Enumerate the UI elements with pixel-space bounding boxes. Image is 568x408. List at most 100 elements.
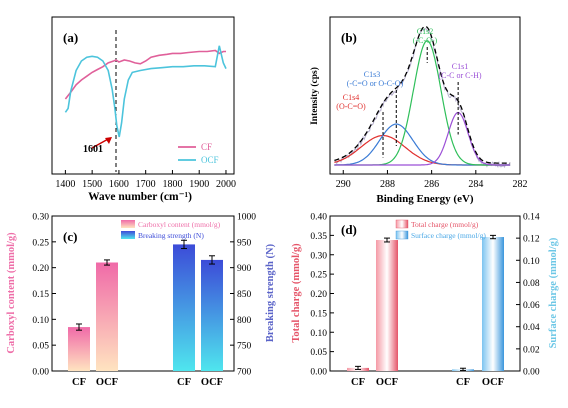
legend-surface-swatch	[395, 230, 409, 240]
panel-d-left-axis-label: Total charge (mmol/g)	[291, 243, 302, 343]
panel-a-x-ticks: 1400 1500 1600 1700 1800 1900 2000	[55, 170, 236, 190]
category-label: CF	[456, 377, 470, 388]
right-axis-tick-label: 0.04	[523, 323, 540, 333]
panel-d-right-axis-label: Surface charge (mmol/g)	[548, 237, 559, 348]
right-axis-tick-label: 0.02	[523, 345, 540, 355]
panel-a-x-tick-label: 1600	[109, 179, 129, 190]
peak-c1s2-name: C1s2	[417, 27, 433, 36]
panel-c: (c) 0.00 0.05 0.10 0.15 0.20 0.25 0.30 700 750 8…	[6, 213, 276, 389]
left-axis-tick-label: 0.25	[310, 271, 327, 281]
right-axis-tick-label: 0.12	[523, 235, 540, 245]
right-axis-tick-label: 700	[237, 368, 252, 378]
left-axis-tick-label: 0.00	[310, 368, 327, 378]
right-axis-tick-label: 800	[237, 316, 252, 326]
panel-c-tag: (c)	[63, 229, 77, 244]
right-axis-tick-label: 0.14	[523, 213, 540, 223]
panel-b-x-tick-label: 288	[380, 179, 395, 190]
left-axis-tick-label: 0.10	[32, 316, 49, 326]
peak-c1s1-curve	[334, 111, 511, 166]
left-axis-tick-label: 0.10	[310, 329, 327, 339]
panel-c-right-axis-label: Breaking strength (N)	[265, 243, 276, 342]
left-axis-tick-label: 0.15	[32, 290, 49, 300]
panel-d-bars	[347, 234, 504, 371]
panel-c-categories: CF OCF CF OCF	[72, 377, 223, 388]
legend-ocf-label: OCF	[201, 155, 219, 165]
peak-c1s2-label: (-C-O-)	[413, 36, 438, 45]
right-axis-tick-label: 0.00	[523, 368, 540, 378]
panel-d-legend: Total charge (mmol/g) Surface charge (mm…	[395, 219, 486, 240]
legend-surface-label: Surface charge (mmol/g)	[411, 231, 486, 240]
bar-right-cf	[173, 244, 195, 371]
peak-c1s1-label: (C-C or C-H)	[438, 71, 481, 80]
right-axis-tick-label: 900	[237, 264, 252, 274]
panel-c-left-axis-label: Carboxyl content (mmol/g)	[6, 232, 17, 354]
left-axis-tick-label: 0.05	[32, 342, 49, 352]
peak-c1s3-label: (-C=O or O-C-O)	[347, 79, 404, 88]
peak-c1s4-label: (O-C=O)	[336, 102, 366, 111]
legend-total-swatch	[395, 219, 409, 229]
legend-cf-label: CF	[201, 142, 212, 152]
left-axis-tick-label: 0.35	[310, 232, 327, 242]
category-label: OCF	[96, 377, 118, 388]
panel-d: (d) 0.00 0.05 0.10 0.15 0.20 0.25 0.30 0.35 0.40…	[291, 213, 559, 389]
left-axis-tick-label: 0.20	[310, 290, 327, 300]
panel-d-left-ticks: 0.00 0.05 0.10 0.15 0.20 0.25 0.30 0.35 0.40	[310, 213, 334, 378]
right-axis-tick-label: 950	[237, 238, 252, 248]
bar-left-ocf	[96, 262, 118, 371]
panel-c-legend: Carboxyl content (mmol/g) Breaking stren…	[121, 220, 221, 240]
panel-b-tag: (b)	[341, 30, 357, 45]
annotation-1601: 1601	[83, 144, 103, 155]
category-label: OCF	[376, 377, 398, 388]
category-label: CF	[351, 377, 365, 388]
panel-a-legend: CF OCF	[178, 142, 219, 165]
fit-envelope-curve	[334, 25, 511, 164]
panel-a-x-tick-label: 1900	[189, 179, 209, 190]
category-label: CF	[72, 377, 86, 388]
panel-a-frame	[51, 16, 235, 175]
right-axis-tick-label: 750	[237, 342, 252, 352]
panel-a-x-tick-label: 1500	[82, 179, 102, 190]
panel-c-right-ticks: 700 750 800 850 900 950 1000	[230, 213, 256, 378]
legend-carboxyl-label: Carboxyl content (mmol/g)	[138, 220, 221, 229]
right-axis-tick-label: 0.08	[523, 279, 540, 289]
panel-a-x-tick-label: 1800	[162, 179, 182, 190]
panel-b-x-tick-label: 284	[468, 179, 483, 190]
peak-c1s1-name: C1s1	[452, 62, 468, 71]
peak-guide-lines	[382, 47, 459, 158]
bar-right-ocf	[482, 237, 504, 371]
left-axis-tick-label: 0.30	[310, 251, 327, 261]
panel-b-x-tick-label: 286	[424, 179, 439, 190]
panel-a-x-label: Wave number (cm⁻¹)	[88, 191, 192, 203]
category-label: CF	[177, 377, 191, 388]
panel-a-x-tick-label: 1700	[136, 179, 156, 190]
panel-d-tag: (d)	[341, 222, 357, 237]
panel-a: (a) 1400 1500 1600 1700 1800 1900 2000 1601 CF…	[51, 16, 236, 203]
left-axis-tick-label: 0.40	[310, 213, 327, 223]
right-axis-tick-label: 850	[237, 290, 252, 300]
panel-a-tag: (a)	[63, 30, 78, 45]
legend-total-label: Total charge (mmol/g)	[411, 220, 479, 229]
panel-d-categories: CF OCF CF OCF	[351, 377, 504, 388]
right-axis-tick-label: 0.10	[523, 257, 540, 267]
legend-breaking-label: Breaking strength (N)	[138, 231, 204, 240]
bar-left-ocf	[376, 240, 398, 371]
left-axis-tick-label: 0.15	[310, 309, 327, 319]
panel-d-right-ticks: 0.00 0.02 0.04 0.06 0.08 0.10 0.12 0.14	[516, 213, 540, 378]
panel-b-x-tick-label: 282	[513, 179, 528, 190]
right-axis-tick-label: 0.06	[523, 301, 540, 311]
series-cf-line	[64, 49, 226, 100]
panel-c-bars	[68, 239, 223, 371]
panel-a-x-tick-label: 2000	[216, 179, 236, 190]
annotation-arrow-head	[105, 137, 112, 144]
series-ocf-line	[64, 45, 227, 138]
left-axis-tick-label: 0.25	[32, 238, 49, 248]
panel-b-x-tick-label: 290	[336, 179, 351, 190]
panel-b-frame	[329, 16, 521, 175]
left-axis-tick-label: 0.20	[32, 264, 49, 274]
panel-b-x-ticks: 290 288 286 284 282	[336, 170, 528, 190]
peak-c1s3-name: C1s3	[364, 70, 380, 79]
bar-right-ocf	[201, 259, 223, 371]
right-axis-tick-label: 1000	[237, 213, 256, 223]
panel-b: (b) Intensity (cps) 290 288 286 284 282 C1s4…	[309, 16, 528, 205]
